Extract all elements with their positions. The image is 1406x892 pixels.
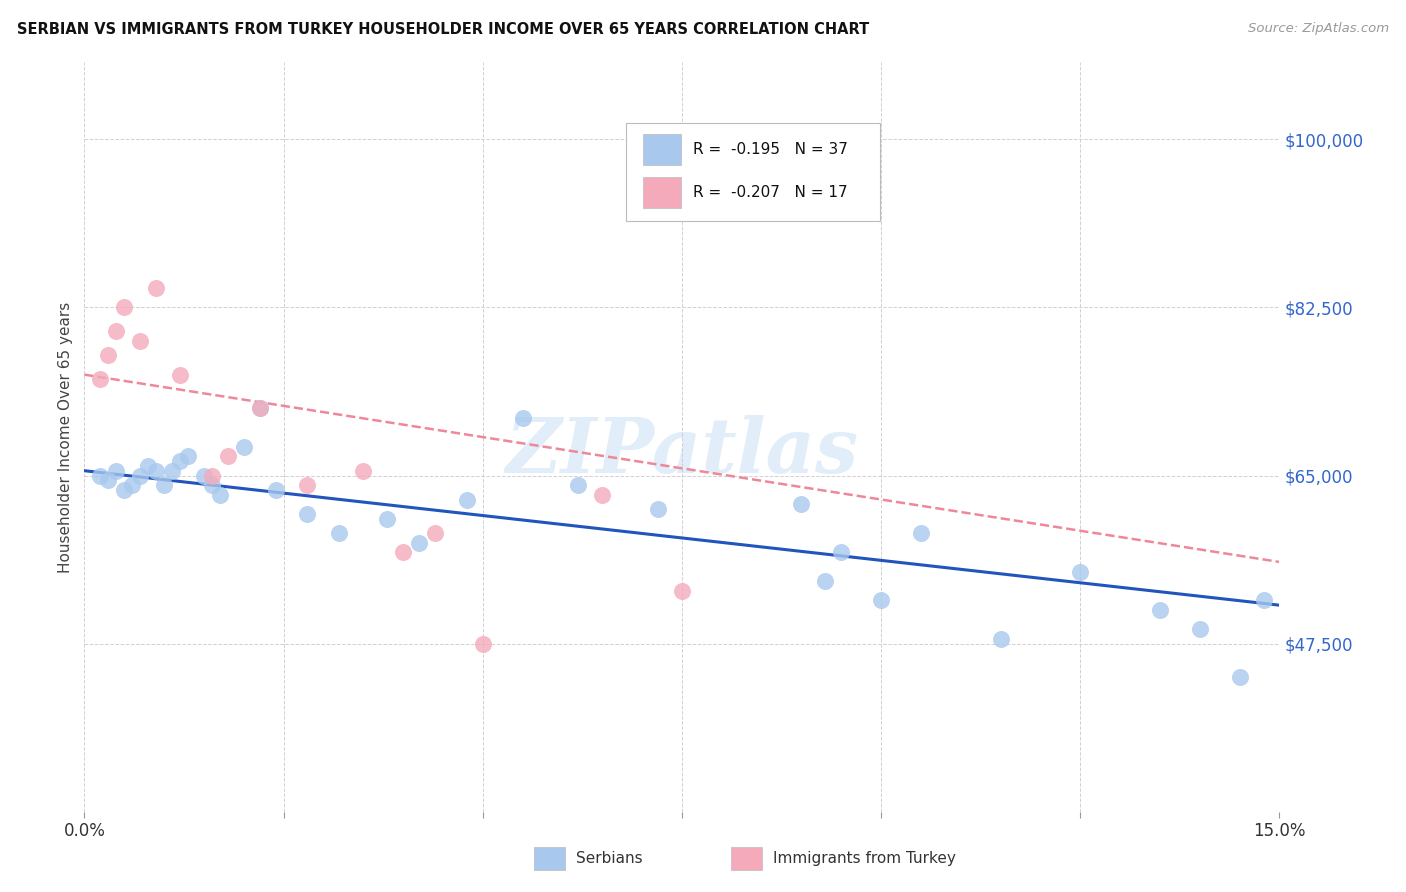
Point bbox=[1149, 603, 1171, 617]
Point bbox=[105, 325, 128, 339]
Point bbox=[910, 526, 932, 541]
Point bbox=[121, 478, 143, 492]
Point bbox=[790, 497, 813, 511]
Point bbox=[217, 450, 239, 464]
Point bbox=[1188, 622, 1211, 636]
Text: Immigrants from Turkey: Immigrants from Turkey bbox=[773, 851, 956, 866]
Point bbox=[297, 507, 319, 521]
Point bbox=[169, 454, 191, 468]
Point bbox=[201, 468, 224, 483]
Text: Serbians: Serbians bbox=[576, 851, 643, 866]
Text: R =  -0.207   N = 17: R = -0.207 N = 17 bbox=[693, 185, 848, 200]
Point bbox=[814, 574, 837, 589]
Point bbox=[89, 372, 111, 386]
Point bbox=[328, 526, 350, 541]
Point bbox=[201, 478, 224, 492]
Point bbox=[249, 401, 271, 416]
Point bbox=[105, 464, 128, 478]
Point bbox=[169, 368, 191, 382]
Text: Source: ZipAtlas.com: Source: ZipAtlas.com bbox=[1249, 22, 1389, 36]
Point bbox=[89, 468, 111, 483]
Point bbox=[97, 348, 120, 362]
Point bbox=[112, 301, 135, 315]
Point bbox=[129, 468, 152, 483]
Point bbox=[512, 410, 534, 425]
Point bbox=[264, 483, 287, 497]
Y-axis label: Householder Income Over 65 years: Householder Income Over 65 years bbox=[58, 301, 73, 573]
Point bbox=[136, 458, 159, 473]
Point bbox=[1253, 593, 1275, 607]
Point bbox=[375, 512, 398, 526]
Point bbox=[297, 478, 319, 492]
Text: R =  -0.195   N = 37: R = -0.195 N = 37 bbox=[693, 142, 848, 157]
Point bbox=[193, 468, 215, 483]
Point bbox=[392, 545, 415, 559]
Point bbox=[352, 464, 374, 478]
Point bbox=[423, 526, 446, 541]
Point bbox=[232, 440, 254, 454]
Point bbox=[456, 492, 478, 507]
Point bbox=[177, 450, 200, 464]
Point bbox=[145, 281, 167, 295]
Point bbox=[647, 502, 669, 516]
Point bbox=[249, 401, 271, 416]
Point bbox=[129, 334, 152, 348]
Point bbox=[990, 632, 1012, 646]
Point bbox=[145, 464, 167, 478]
Point bbox=[471, 637, 494, 651]
Point bbox=[208, 488, 231, 502]
Point bbox=[1069, 565, 1091, 579]
Point bbox=[830, 545, 852, 559]
Point bbox=[1229, 670, 1251, 684]
Text: ZIPatlas: ZIPatlas bbox=[505, 415, 859, 489]
Point bbox=[567, 478, 589, 492]
Point bbox=[160, 464, 183, 478]
Point bbox=[153, 478, 176, 492]
Point bbox=[97, 473, 120, 487]
Point bbox=[591, 488, 613, 502]
Point bbox=[112, 483, 135, 497]
Point bbox=[408, 535, 430, 549]
Point bbox=[671, 583, 693, 598]
Text: SERBIAN VS IMMIGRANTS FROM TURKEY HOUSEHOLDER INCOME OVER 65 YEARS CORRELATION C: SERBIAN VS IMMIGRANTS FROM TURKEY HOUSEH… bbox=[17, 22, 869, 37]
Point bbox=[870, 593, 893, 607]
